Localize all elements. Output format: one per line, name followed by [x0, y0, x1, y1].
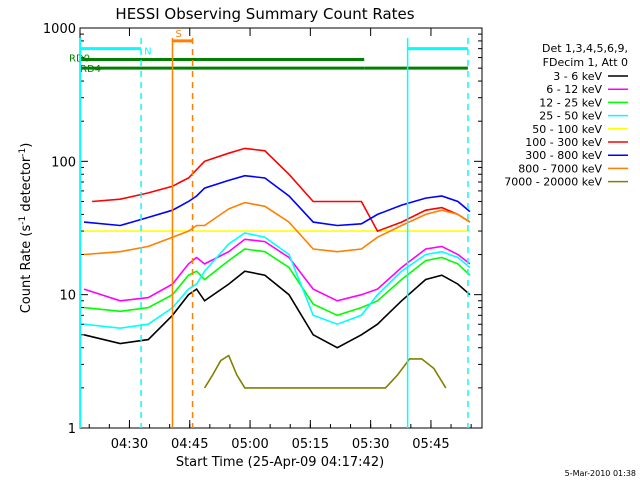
series-line-4: [83, 232, 471, 330]
x-tick-label: 05:30: [352, 437, 389, 452]
rd0-label: RD0: [69, 54, 90, 65]
series-line-9: [203, 354, 447, 389]
legend-label-7: 300 - 800 keV: [525, 149, 602, 162]
legend-label-4: 25 - 50 keV: [539, 110, 602, 123]
y-tick-label: 1: [68, 422, 76, 437]
plot-area: 1 10 100 1000 04:30 04:45 05:00 05:15 05:30 05:4…: [43, 22, 483, 452]
plot-frame: [79, 27, 483, 429]
event-lines: [79, 38, 469, 428]
legend-label-6: 100 - 300 keV: [525, 136, 602, 149]
series-line-2: [83, 238, 471, 302]
x-tick-label: 05:45: [412, 437, 449, 452]
y-axis-label-main: Count Rate (s: [19, 225, 34, 314]
legend-label-1: 3 - 6 keV: [553, 70, 602, 83]
series-line-8: [83, 201, 471, 256]
y-axis-label-sup2: -1: [18, 148, 28, 157]
y-axis-label-end: ): [19, 143, 34, 148]
legend-header-line-2: FDecim 1, Att 0: [543, 56, 628, 69]
y-axis-label-mid: detector: [19, 156, 34, 216]
legend-label-5: 50 - 100 keV: [532, 123, 602, 136]
y-axis-ticks: 1 10 100 1000: [43, 22, 482, 437]
y-tick-label: 100: [51, 155, 76, 170]
series-line-6: [92, 147, 471, 233]
y-axis-label-sup1: -1: [18, 216, 28, 225]
y-axis-label: Count Rate (s-1 detector-1): [18, 143, 34, 314]
y-tick-label: 1000: [43, 22, 76, 37]
legend-label-3: 12 - 25 keV: [539, 96, 602, 109]
chart-title: HESSI Observing Summary Count Rates: [115, 5, 414, 23]
series-line-7: [83, 174, 471, 227]
legend-label-9: 7000 - 20000 keV: [504, 176, 602, 189]
footer-timestamp: 5-Mar-2010 01:38: [565, 469, 636, 478]
s-label: S: [175, 29, 181, 40]
legend-header-line-1: Det 1,3,4,5,6,9,: [542, 42, 628, 55]
series-line-3: [83, 248, 471, 317]
x-tick-label: 04:30: [111, 437, 148, 452]
n-label: N: [144, 47, 151, 58]
rd4-label: RD4: [80, 64, 101, 75]
legend-label-8: 800 - 7000 keV: [518, 162, 602, 175]
y-tick-label: 10: [59, 289, 76, 304]
x-tick-label: 05:15: [292, 437, 329, 452]
x-axis-ticks: 04:30 04:45 05:00 05:15 05:30 05:45: [88, 28, 472, 452]
series-line-1: [83, 270, 471, 349]
x-tick-label: 05:00: [231, 437, 268, 452]
series-layer: [83, 147, 471, 389]
x-tick-label: 04:45: [171, 437, 208, 452]
x-axis-label: Start Time (25-Apr-09 04:17:42): [176, 455, 384, 470]
legend: Det 1,3,4,5,6,9, FDecim 1, Att 0 3 - 6 k…: [504, 42, 628, 189]
legend-label-2: 6 - 12 keV: [546, 83, 602, 96]
